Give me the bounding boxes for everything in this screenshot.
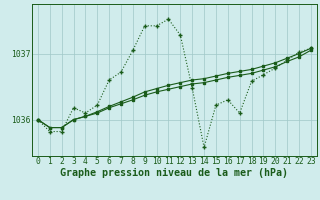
X-axis label: Graphe pression niveau de la mer (hPa): Graphe pression niveau de la mer (hPa)	[60, 168, 288, 178]
